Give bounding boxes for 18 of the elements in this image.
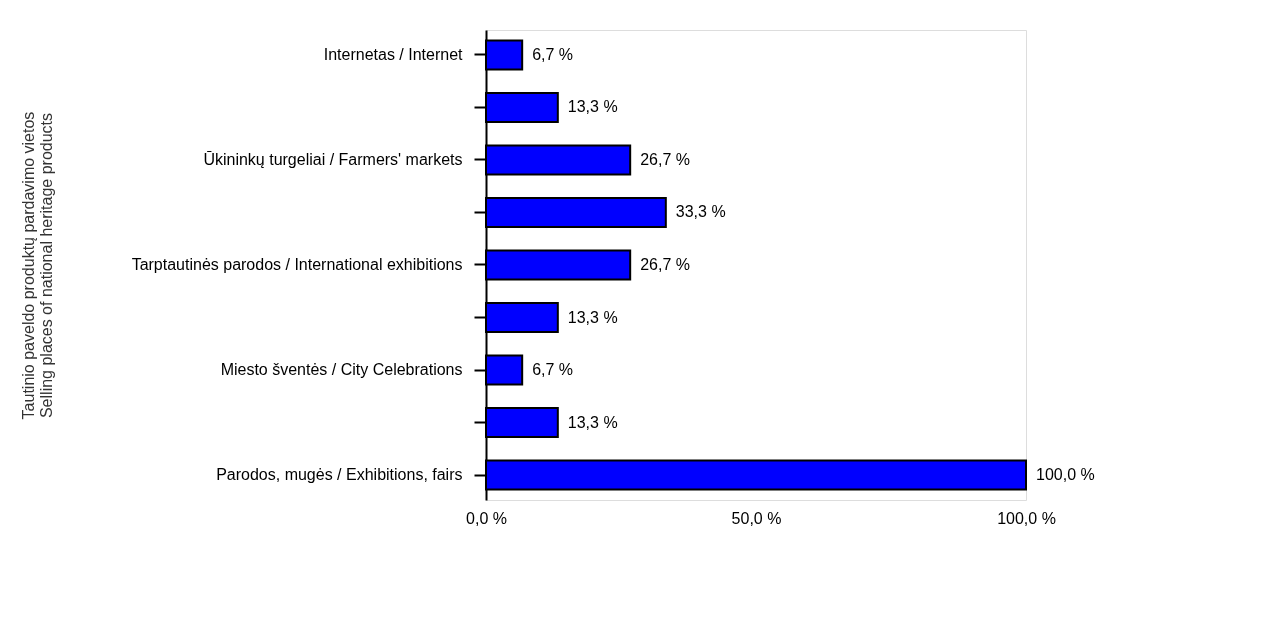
data-label: 26,7 %	[640, 150, 690, 168]
data-label: 6,7 %	[532, 361, 574, 379]
data-label: 100,0 %	[1036, 466, 1095, 484]
data-label: 6,7 %	[532, 45, 574, 63]
data-label: 13,3 %	[567, 413, 618, 431]
x-tick-label: 0,0 %	[466, 509, 507, 527]
y-tick-label: Ūkininkų turgeliai / Farmers' markets	[203, 150, 463, 168]
y-tick-label: Miesto šventės / City Celebrations	[220, 361, 463, 379]
y-tick-label: Internetas / Internet	[323, 45, 464, 63]
data-label: 33,3 %	[675, 203, 726, 221]
y-tick-label: Parodos, mugės / Exhibitions, fairs	[216, 466, 463, 484]
data-label: 13,3 %	[567, 308, 618, 326]
data-label: 26,7 %	[640, 256, 690, 273]
data-label: 13,3 %	[567, 98, 618, 116]
y-tick-label: Tarptautinės parodos / International exhibitions	[131, 256, 463, 273]
x-tick-label: 50,0 %	[731, 509, 782, 527]
y-axis-title: Tautinio paveldo produktų pardavimo vietos Selling places of national heritage products	[19, 111, 55, 420]
x-tick-label: 100,0 %	[997, 509, 1056, 527]
